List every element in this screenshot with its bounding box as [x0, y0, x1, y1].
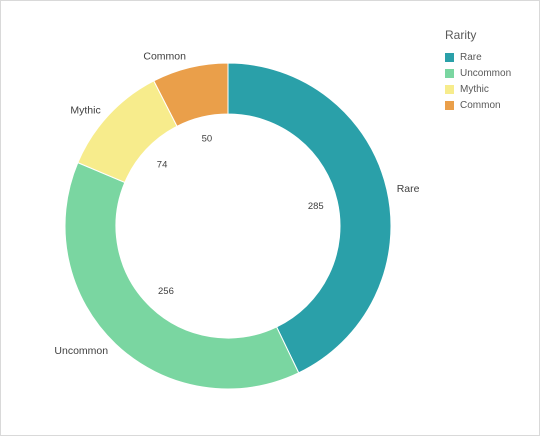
category-label-uncommon: Uncommon [54, 345, 108, 357]
value-label-uncommon: 256 [158, 286, 174, 297]
category-label-rare: Rare [397, 183, 420, 195]
legend-label-mythic: Mythic [460, 83, 489, 95]
legend-item-common[interactable]: Common [445, 97, 511, 113]
value-label-rare: 285 [308, 201, 324, 212]
value-label-mythic: 74 [157, 160, 168, 171]
legend-title: Rarity [445, 28, 477, 42]
legend-swatch-common [445, 100, 454, 110]
value-label-common: 50 [202, 133, 213, 144]
legend-label-common: Common [460, 99, 501, 111]
category-label-mythic: Mythic [70, 105, 100, 117]
slice-common[interactable] [153, 62, 229, 127]
slice-uncommon[interactable] [64, 161, 300, 390]
legend: Rarity Rare Uncommon Mythic Common [445, 28, 511, 113]
legend-item-rare[interactable]: Rare [445, 49, 511, 65]
legend-item-uncommon[interactable]: Uncommon [445, 65, 511, 81]
legend-swatch-uncommon [445, 68, 454, 78]
slice-rare[interactable] [227, 62, 392, 374]
category-label-common: Common [143, 51, 186, 63]
legend-item-mythic[interactable]: Mythic [445, 81, 511, 97]
legend-swatch-mythic [445, 84, 454, 94]
legend-swatch-rare [445, 52, 454, 62]
legend-label-uncommon: Uncommon [460, 67, 512, 79]
legend-label-rare: Rare [460, 51, 482, 63]
